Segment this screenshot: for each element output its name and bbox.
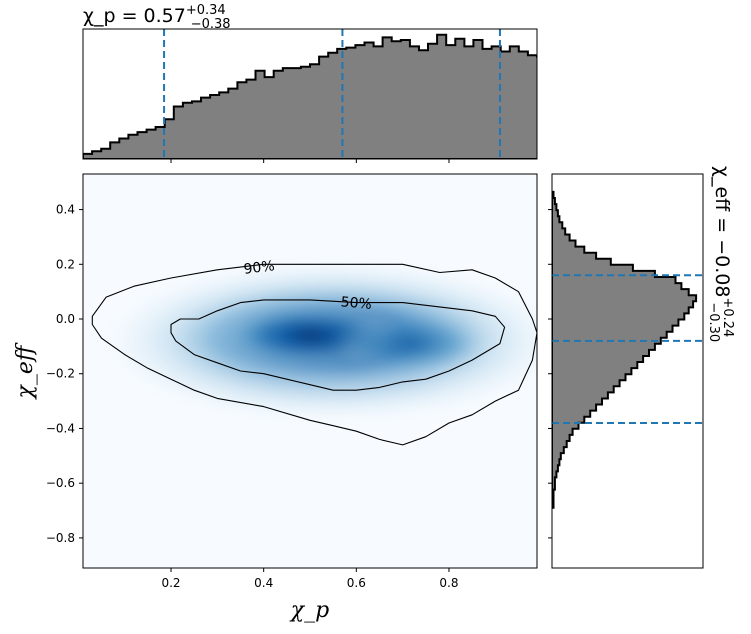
joint-panel: 90% 50% 0.2 0.4 0.6 0.8 0.4 0.2 0.0 −0.2 −0.4 −0.… <box>13 173 538 623</box>
chi-p-bins <box>83 33 537 159</box>
top-histogram-panel: χ_p = 0.57+0.34 −0.38 <box>82 3 538 163</box>
x-tick-label: 0.2 <box>161 576 180 590</box>
credible-contours <box>91 263 537 446</box>
y-tick-label: −0.2 <box>46 367 75 381</box>
chi-p-summary-title: χ_p = 0.57+0.34 −0.38 <box>83 3 231 32</box>
top-panel-frame <box>82 28 538 160</box>
x-tick-label: 0.6 <box>347 576 366 590</box>
y-axis-label: χ_eff <box>13 342 38 400</box>
y-axis-ticks: 0.4 0.2 0.0 −0.2 −0.4 −0.6 −0.8 <box>46 203 83 545</box>
x-axis-label: χ_p <box>289 598 329 623</box>
contour-labels: 90% 50% <box>243 258 373 313</box>
right-histogram-panel: χ_eff = −0.08+0.24−0.30 <box>548 166 735 569</box>
y-tick-label: 0.2 <box>56 257 75 271</box>
x-tick-label: 0.8 <box>439 576 458 590</box>
chi-eff-histogram <box>552 190 703 509</box>
y-tick-label: −0.8 <box>46 531 75 545</box>
y-tick-label: −0.4 <box>46 421 75 435</box>
x-tick-label: 0.4 <box>254 576 273 590</box>
joint-panel-frame <box>82 173 538 569</box>
x-axis-ticks: 0.2 0.4 0.6 0.8 <box>161 568 459 590</box>
chi-p-histogram <box>83 29 537 159</box>
contour-90pct <box>91 263 537 446</box>
density-secondary <box>331 313 492 374</box>
chi-eff-bins <box>552 190 698 509</box>
right-panel-ticks <box>548 209 552 539</box>
y-tick-label: 0.4 <box>56 203 75 217</box>
chi-eff-summary-title: χ_eff = −0.08+0.24−0.30 <box>706 166 735 342</box>
contour-50pct <box>170 299 506 391</box>
density-heatmap <box>98 258 537 423</box>
y-tick-label: −0.6 <box>46 476 75 490</box>
top-panel-ticks <box>170 159 450 163</box>
y-tick-label: 0.0 <box>56 312 75 326</box>
contour-label: 50% <box>340 294 372 313</box>
right-panel-frame <box>551 173 704 569</box>
contour-label: 90% <box>243 258 276 278</box>
